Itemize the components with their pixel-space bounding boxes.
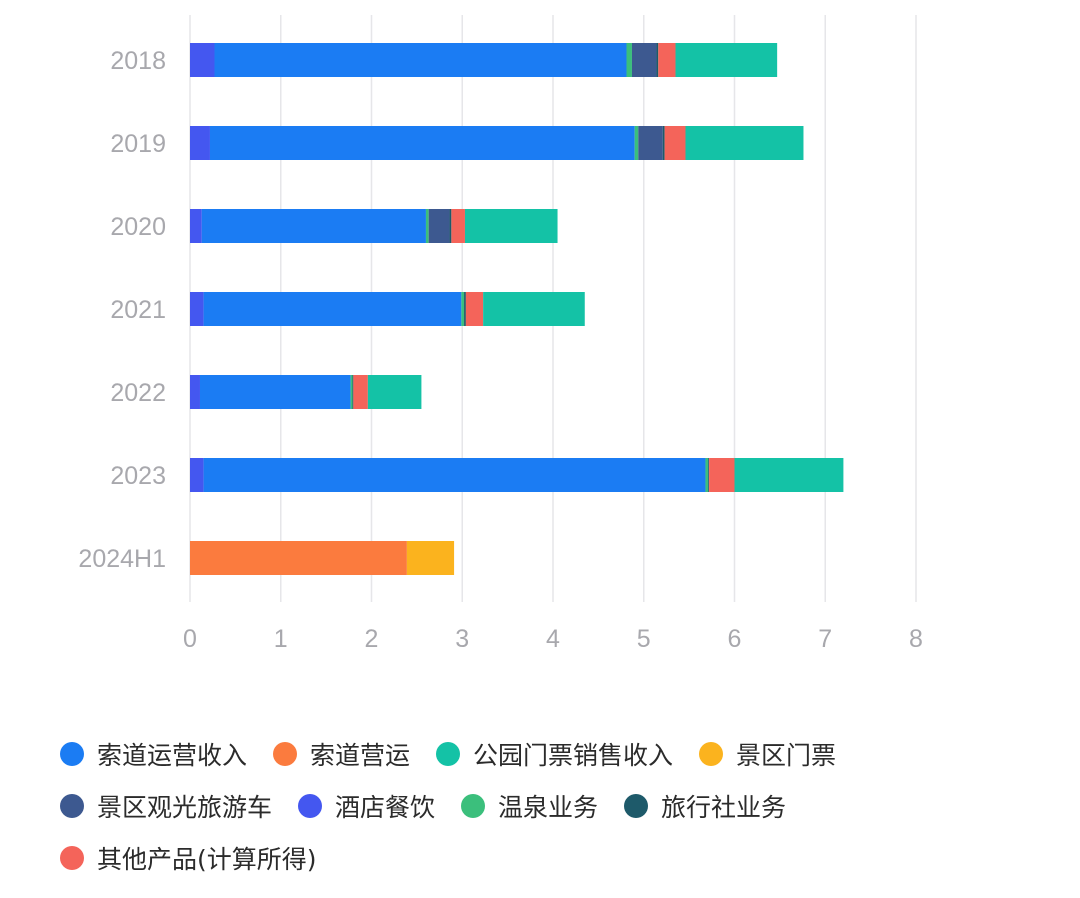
legend-dot-icon (273, 742, 298, 766)
bar-segment (350, 375, 353, 409)
y-tick-label: 2020 (110, 213, 166, 241)
legend-label: 温泉业务 (498, 793, 599, 822)
legend-label: 景区观光旅游车 (97, 793, 273, 822)
bar-segment (662, 126, 665, 160)
bar-segment (626, 43, 632, 77)
legend-item[interactable]: 索道营运 (273, 736, 410, 772)
bar-segment (464, 292, 466, 326)
legend-item[interactable]: 景区门票 (699, 736, 836, 772)
bar-segment (709, 458, 735, 492)
y-tick-label: 2019 (110, 130, 166, 158)
legend-dot-icon (60, 742, 84, 766)
legend-label: 酒店餐饮 (335, 793, 436, 822)
bar-segment (190, 375, 200, 409)
bar-segment (190, 458, 204, 492)
legend-label: 索道营运 (310, 741, 411, 770)
bar-segment (190, 292, 204, 326)
bar-segment (461, 292, 465, 326)
legend-label: 景区门票 (736, 741, 837, 770)
bar-segment (451, 209, 465, 243)
bar-segment (203, 458, 706, 492)
bar-segment (352, 375, 354, 409)
legend-dot-icon (624, 794, 649, 818)
x-tick-label: 7 (818, 625, 832, 653)
legend-item[interactable]: 温泉业务 (461, 788, 598, 824)
y-tick-label: 2023 (110, 462, 166, 490)
legend-item[interactable]: 索道运营收入 (60, 736, 247, 772)
legend-dot-icon (60, 794, 84, 818)
legend-item[interactable]: 酒店餐饮 (298, 788, 435, 824)
legend-item[interactable]: 其他产品(计算所得) (60, 840, 317, 876)
legend-label: 其他产品(计算所得) (97, 845, 317, 874)
bar-segment (190, 43, 215, 77)
bar-segment (190, 209, 202, 243)
bar-segment (201, 209, 426, 243)
legend-row: 其他产品(计算所得) (60, 832, 1060, 884)
legend-dot-icon (298, 794, 323, 818)
bar-segment (190, 541, 407, 575)
bar-segment (675, 43, 778, 77)
bar-segment (209, 126, 635, 160)
bar-segment (483, 292, 585, 326)
legend-label: 旅行社业务 (661, 793, 787, 822)
x-tick-label: 4 (546, 625, 560, 653)
stacked-bar-chart: 0 1 2 3 4 5 6 7 8 2018 2019 2020 2021 2022 2023 2024H1 (78, 15, 923, 653)
bar-segment (199, 375, 351, 409)
legend-dot-icon (436, 742, 461, 766)
y-tick-label: 2024H1 (78, 545, 166, 573)
x-tick-label: 8 (909, 625, 923, 653)
x-tick-label: 1 (274, 625, 288, 653)
bar-segment (638, 126, 663, 160)
bar-segment (631, 43, 657, 77)
legend-item[interactable]: 旅行社业务 (624, 788, 786, 824)
bar-segment (428, 209, 450, 243)
bar-segment (465, 292, 484, 326)
legend: 索道运营收入 索道营运 公园门票销售收入 景区门票景区观光旅游车 酒店餐饮 温泉业务 旅行社… (60, 728, 1060, 884)
bar-segment (425, 209, 429, 243)
legend-item[interactable]: 公园门票销售收入 (436, 736, 673, 772)
x-tick-label: 5 (637, 625, 651, 653)
legend-label: 公园门票销售收入 (473, 741, 674, 770)
bar-segment (656, 43, 659, 77)
bar-segment (734, 458, 844, 492)
x-tick-label: 6 (728, 625, 742, 653)
x-tick-label: 3 (455, 625, 469, 653)
x-tick-label: 0 (183, 625, 197, 653)
bar-segment (464, 209, 558, 243)
legend-item[interactable]: 景区观光旅游车 (60, 788, 272, 824)
x-tick-label: 2 (365, 625, 379, 653)
bar-segment (214, 43, 627, 77)
bar-segment (664, 126, 686, 160)
legend-dot-icon (699, 742, 724, 766)
bar-segment (449, 209, 452, 243)
bar-segment (634, 126, 639, 160)
bar-segment (367, 375, 422, 409)
y-tick-label: 2022 (110, 379, 166, 407)
y-tick-label: 2021 (110, 296, 166, 324)
bar-segment (353, 375, 368, 409)
y-tick-label: 2018 (110, 47, 166, 75)
legend-dot-icon (461, 794, 486, 818)
bar-segment (705, 458, 709, 492)
legend-dot-icon (60, 846, 84, 870)
bar-segment (685, 126, 804, 160)
bar-segment (203, 292, 462, 326)
legend-label: 索道运营收入 (97, 741, 248, 770)
legend-row: 索道运营收入 索道营运 公园门票销售收入 景区门票 (60, 728, 1060, 780)
bar-segment (406, 541, 455, 575)
legend-row: 景区观光旅游车 酒店餐饮 温泉业务 旅行社业务 (60, 780, 1060, 832)
bar-segment (708, 458, 710, 492)
bar-segment (658, 43, 676, 77)
bar-segment (190, 126, 210, 160)
